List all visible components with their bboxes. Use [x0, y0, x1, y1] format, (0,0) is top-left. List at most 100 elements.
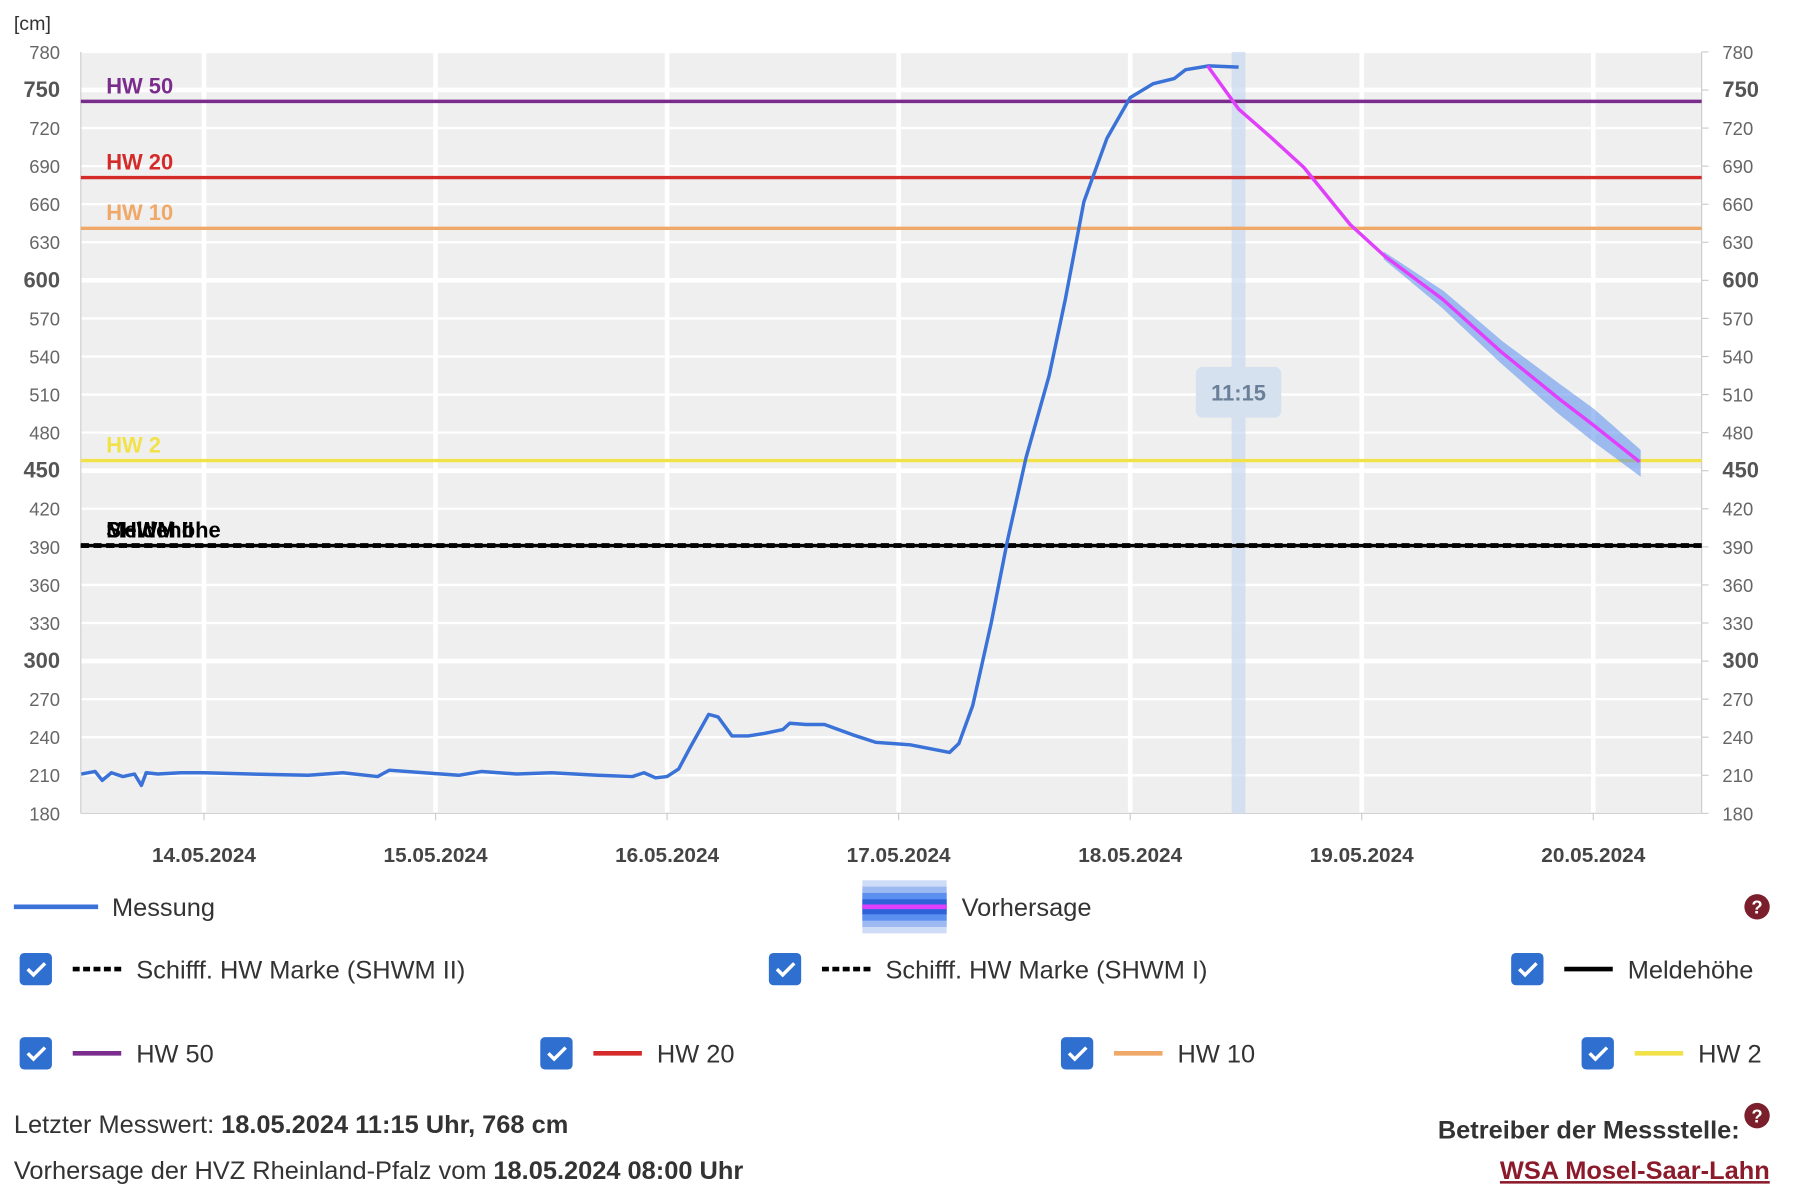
y2-tick-label: 570: [1722, 308, 1753, 329]
y2-tick-label: 390: [1722, 537, 1753, 558]
y-tick-label: 300: [23, 648, 60, 673]
y-tick-label: 240: [29, 727, 60, 748]
y-tick-label: 690: [29, 156, 60, 177]
last-measurement-label: Letzter Messwert:: [14, 1111, 214, 1139]
y-tick-label: 420: [29, 499, 60, 520]
y-tick-label: 570: [29, 308, 60, 329]
y2-tick-label: 330: [1722, 613, 1753, 634]
y2-tick-label: 600: [1722, 267, 1759, 292]
y2-tick-label: 420: [1722, 499, 1753, 520]
y2-tick-label: 480: [1722, 423, 1753, 444]
time-highlight: [1231, 51, 1246, 814]
y-unit: [cm]: [14, 13, 51, 35]
legend-checkbox[interactable]: [1060, 1037, 1094, 1070]
y2-tick-label: 690: [1722, 156, 1753, 177]
legend-checkbox[interactable]: [540, 1037, 573, 1070]
help-icon[interactable]: ?: [1751, 1106, 1762, 1127]
legend-checkmark[interactable]: [547, 1046, 567, 1062]
help-icon-bg[interactable]: [1744, 894, 1770, 920]
legend-checkbox[interactable]: [19, 952, 52, 986]
y-tick-label: 720: [29, 118, 60, 139]
y2-tick-label: 660: [1722, 194, 1753, 215]
y-tick-label: 390: [29, 537, 60, 558]
y2-tick-label: 750: [1722, 77, 1759, 102]
last-measurement-value: 18.05.2024 11:15 Uhr, 768 cm: [221, 1111, 568, 1139]
y2-tick-label: 630: [1722, 232, 1753, 253]
legend-checkmark[interactable]: [1067, 1046, 1088, 1062]
time-label: 11:15: [1211, 380, 1266, 405]
legend-checkmark[interactable]: [26, 1046, 47, 1062]
series-line: [1206, 64, 1641, 464]
y-tick-label: 780: [29, 42, 60, 63]
x-tick-label: 17.05.2024: [847, 844, 951, 867]
x-tick-label: 19.05.2024: [1310, 844, 1414, 867]
legend-label: Schifff. HW Marke (SHWM I): [885, 956, 1207, 984]
y2-tick-label: 240: [1722, 727, 1753, 748]
forecast-info: Vorhersage der HVZ Rheinland-Pfalz vom 18…: [14, 1157, 743, 1185]
y-tick-label: 660: [29, 194, 60, 215]
threshold-label: Meldehöhe: [106, 518, 220, 543]
legend-label: Vorhersage: [962, 894, 1092, 922]
y2-tick-label: 360: [1722, 575, 1753, 596]
threshold-label: HW 10: [106, 200, 173, 225]
threshold-label: HW 2: [106, 432, 161, 457]
legend-checkbox[interactable]: [1581, 1037, 1614, 1070]
legend-checkmark[interactable]: [1588, 1046, 1609, 1062]
y2-tick-label: 210: [1722, 765, 1753, 786]
x-tick-label: 14.05.2024: [152, 844, 256, 867]
legend-checkmark[interactable]: [1518, 962, 1538, 978]
help-icon[interactable]: ?: [1751, 897, 1762, 918]
y-tick-label: 630: [29, 232, 60, 253]
legend-checkbox[interactable]: [768, 952, 802, 986]
legend-label: Messung: [112, 894, 215, 922]
forecast-band: [1383, 251, 1641, 477]
threshold-label: HW 50: [106, 73, 173, 98]
forecast-info-value: 18.05.2024 08:00 Uhr: [493, 1157, 743, 1185]
y2-tick-label: 780: [1722, 42, 1753, 63]
legend-label: HW 50: [136, 1041, 214, 1069]
y2-tick-label: 510: [1722, 384, 1753, 405]
legend-checkbox[interactable]: [19, 1037, 52, 1070]
legend-label: HW 2: [1698, 1041, 1761, 1069]
y-tick-label: 480: [29, 423, 60, 444]
legend-checkmark[interactable]: [26, 962, 47, 978]
legend-checkmark[interactable]: [775, 962, 796, 978]
y2-tick-label: 270: [1722, 689, 1753, 710]
y2-tick-label: 540: [1722, 346, 1753, 367]
time-label-box: [1195, 366, 1282, 418]
help-icon-bg[interactable]: [1744, 1102, 1770, 1129]
legend-checkbox[interactable]: [1511, 952, 1544, 986]
threshold-label: SHWM I: [106, 518, 188, 543]
legend-label: HW 20: [657, 1041, 735, 1069]
legend-label: Schifff. HW Marke (SHWM II): [136, 956, 465, 984]
x-tick-label: 18.05.2024: [1078, 844, 1182, 867]
threshold-label: HW 20: [106, 149, 173, 174]
y-tick-label: 510: [29, 384, 60, 405]
y2-tick-label: 300: [1722, 648, 1759, 673]
y-tick-label: 330: [29, 613, 60, 634]
last-measurement: Letzter Messwert: 18.05.2024 11:15 Uhr, 7…: [14, 1111, 568, 1139]
y-tick-label: 270: [29, 689, 60, 710]
y-tick-label: 450: [23, 458, 60, 483]
forecast-info-label: Vorhersage der HVZ Rheinland-Pfalz vom: [14, 1157, 487, 1185]
y-tick-label: 600: [23, 267, 60, 292]
operator-label: Betreiber der Messstelle:: [1438, 1117, 1740, 1145]
series-line: [80, 64, 1239, 788]
legend-label: HW 10: [1178, 1041, 1256, 1069]
y-tick-label: 360: [29, 575, 60, 596]
y2-tick-label: 180: [1722, 803, 1753, 824]
y-tick-label: 540: [29, 346, 60, 367]
y-tick-label: 210: [29, 765, 60, 786]
y2-tick-label: 720: [1722, 118, 1753, 139]
legend-label: Meldehöhe: [1628, 956, 1754, 984]
threshold-label: SHWM II: [106, 518, 194, 543]
y-tick-label: 180: [29, 803, 60, 824]
x-tick-label: 20.05.2024: [1541, 844, 1645, 867]
x-tick-label: 16.05.2024: [615, 844, 719, 867]
operator-link[interactable]: WSA Mosel-Saar-Lahn: [1500, 1157, 1770, 1185]
y-tick-label: 750: [23, 77, 60, 102]
x-tick-label: 15.05.2024: [384, 844, 488, 867]
y2-tick-label: 450: [1722, 458, 1759, 483]
